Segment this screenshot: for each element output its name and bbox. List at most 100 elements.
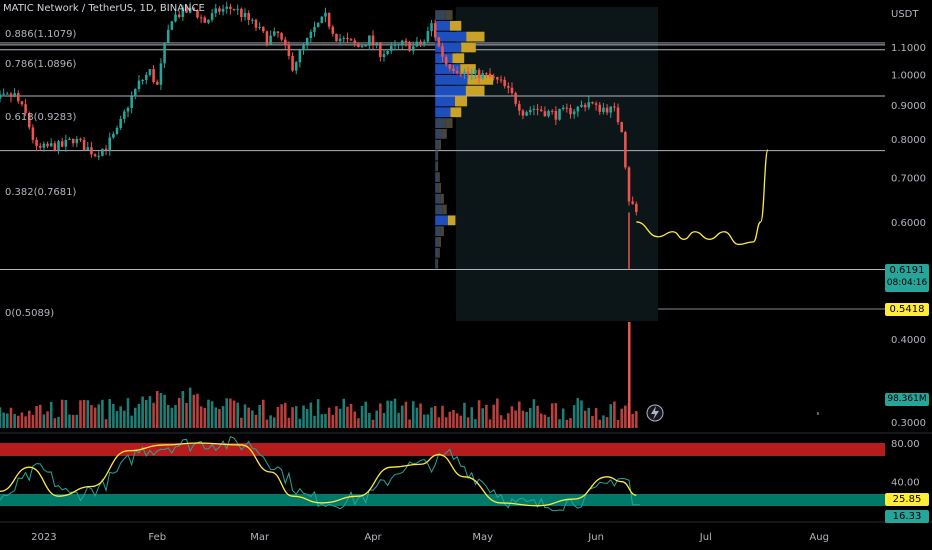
rsi-lines [0,436,640,512]
volume-bar [598,419,602,428]
price-tick-label: 0.7000 [891,173,926,184]
volume-bar [620,408,623,428]
volume-bar [631,413,634,428]
candle-body [404,40,408,43]
vp-down-bar [438,172,440,183]
candle-body [309,31,313,39]
volume-bar [375,410,378,428]
time-tick-label: Jul [699,532,712,543]
volume-bar [123,410,126,428]
volume-bar [459,415,463,428]
rsi-fast-line [0,436,640,512]
candle-body [68,138,71,140]
volume-bar [298,418,302,428]
candle-body [393,44,397,46]
volume-bar [291,407,294,428]
candle-body [379,43,382,58]
volume-bar [119,406,122,428]
candle-body [616,107,620,123]
currency-label: USDT [891,9,919,20]
candle-body [196,10,199,18]
volume-bar [316,399,320,428]
candle-body [448,64,452,69]
volume-bar [466,417,470,428]
volume-bar [0,407,2,428]
candle-body [53,143,57,151]
lightning-icon[interactable] [646,404,664,422]
candle-body [305,38,309,46]
volume-bar [192,394,196,428]
candle-body [218,8,221,12]
candle-body [185,7,188,13]
volume-bar [9,407,13,428]
candle-body [17,93,20,102]
candle-body [236,8,239,10]
volume-bar [145,400,148,428]
volume-bar [166,405,170,428]
volume-bar [543,414,547,428]
candle-body [382,53,386,58]
candle-body [335,33,338,42]
vp-up-bar [435,247,439,258]
volume-bar [452,409,455,428]
candle-body [324,12,327,17]
candle-body [75,138,79,144]
volume-bar [17,415,20,428]
candle-body [9,93,13,97]
volume-bar [126,398,130,428]
volume-bar [437,417,441,428]
candle-body [280,32,283,40]
volume-bar [112,403,115,428]
candle-body [57,141,60,151]
candle-body [437,37,441,47]
candle-body [79,138,82,140]
volume-bar [411,401,415,428]
volume-bar [31,414,35,428]
candle-body [528,109,532,113]
volume-bar [210,401,214,428]
last-price-tag: 0.6191 08:04:16 [885,264,929,292]
candle-body [298,50,302,63]
target-price-tag: 0.5418 [885,303,929,316]
volume-bar [353,411,357,428]
candle-body [240,8,243,17]
volume-bar [393,398,397,428]
rsi-tick-label: 80.00 [891,439,920,450]
volume-bar [554,403,558,428]
volume-bar [309,402,313,428]
vp-down-bar [447,215,456,226]
candle-body [148,69,152,75]
candle-body [258,26,261,28]
volume-bar [382,413,386,428]
candle-body [496,77,499,80]
volume-bar [430,407,433,428]
candle-body [620,122,623,133]
vp-down-bar [440,193,444,204]
volume-bar [97,404,101,428]
candle-body [115,127,119,134]
candle-body [243,12,247,17]
volume-bar [390,400,393,428]
candle-body [192,7,196,11]
volume-bar [364,401,367,428]
price-tick-label: 0.4000 [891,335,926,346]
volume-histogram [0,322,638,428]
volume-bar [558,419,561,428]
candle-body [547,110,550,117]
volume-bar [547,416,550,428]
candle-body [232,9,236,11]
candle-body [415,41,419,47]
candle-body [572,111,576,115]
volume-bar [305,408,309,428]
volume-bar [207,399,210,428]
volume-bar [455,413,459,428]
volume-bar [38,404,42,428]
vp-up-bar [435,150,437,161]
fib-label-0382: 0.382(0.7681) [5,187,77,198]
candle-body [426,31,430,42]
volume-bar [419,403,422,428]
candle-body [580,104,583,107]
candle-body [499,79,503,81]
volume-bar [485,404,488,428]
